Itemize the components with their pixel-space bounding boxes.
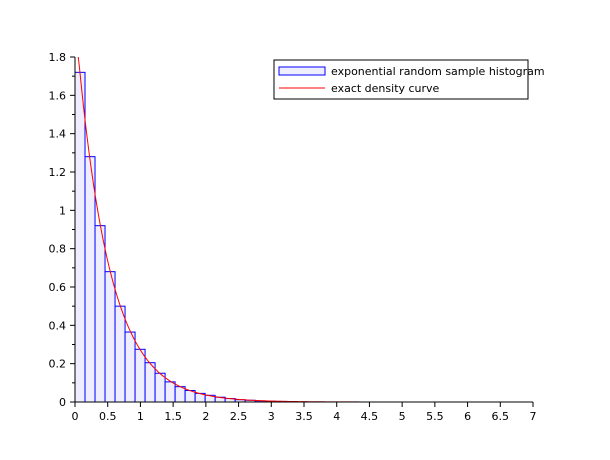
histogram-bar bbox=[74, 71, 86, 403]
x-tick-label: 1 bbox=[137, 410, 144, 423]
x-tick-label: 4.5 bbox=[361, 410, 379, 423]
axes: 0 0.5 1 1.5 2 2.5 3 3.5 4 4.5 5 5.5 6 6.5 7 0 0.2 0.4 0.6 0… bbox=[49, 51, 537, 423]
histogram-bar bbox=[114, 305, 126, 403]
histogram-bar bbox=[104, 271, 116, 403]
y-tick-label: 0 bbox=[59, 396, 66, 409]
legend: exponential random sample histogram exac… bbox=[273, 59, 545, 100]
y-tick-label: 1.2 bbox=[49, 166, 67, 179]
x-tick-label: 2 bbox=[202, 410, 209, 423]
x-tick-label: 2.5 bbox=[230, 410, 248, 423]
y-tick-label: 0.2 bbox=[49, 358, 67, 371]
histogram-bar bbox=[134, 348, 146, 403]
histogram-bar bbox=[84, 156, 96, 403]
legend-curve-label: exact density curve bbox=[331, 82, 440, 95]
x-tick-label: 4 bbox=[333, 410, 340, 423]
histogram-bar bbox=[174, 386, 186, 403]
y-tick-label: 0.4 bbox=[49, 319, 67, 332]
legend-histogram-swatch bbox=[278, 66, 326, 76]
y-tick-label: 1.4 bbox=[49, 128, 67, 141]
y-tick-label: 0.8 bbox=[49, 243, 67, 256]
histogram-bar bbox=[144, 362, 156, 403]
x-tick-label: 7 bbox=[530, 410, 537, 423]
histogram-bar bbox=[154, 372, 166, 403]
x-tick-label: 5 bbox=[399, 410, 406, 423]
histogram-bars bbox=[74, 71, 296, 403]
x-tick-label: 3.5 bbox=[295, 410, 313, 423]
y-tick-label: 0.6 bbox=[49, 281, 67, 294]
histogram-bar bbox=[94, 225, 106, 403]
y-tick-label: 1.6 bbox=[49, 89, 67, 102]
histogram-bar bbox=[164, 381, 176, 403]
histogram-bar bbox=[124, 331, 136, 403]
x-tick-label: 6.5 bbox=[492, 410, 510, 423]
x-tick-label: 0.5 bbox=[99, 410, 117, 423]
y-tick-label: 1 bbox=[59, 204, 66, 217]
x-tick-label: 1.5 bbox=[164, 410, 182, 423]
x-tick-label: 0 bbox=[72, 410, 79, 423]
legend-histogram-label: exponential random sample histogram bbox=[331, 65, 545, 78]
y-tick-label: 1.8 bbox=[49, 51, 67, 64]
x-tick-label: 6 bbox=[464, 410, 471, 423]
x-tick-label: 5.5 bbox=[426, 410, 444, 423]
x-tick-label: 3 bbox=[268, 410, 275, 423]
